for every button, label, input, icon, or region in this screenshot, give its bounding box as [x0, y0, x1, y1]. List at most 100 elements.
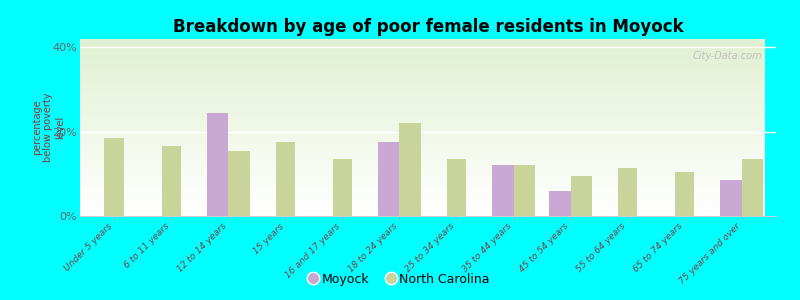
Bar	[80, 170, 765, 171]
Bar	[80, 62, 765, 63]
Bar	[80, 192, 765, 193]
Bar	[80, 75, 765, 76]
Bar	[80, 152, 765, 153]
Bar	[80, 143, 765, 144]
Bar	[80, 166, 765, 167]
Bar	[80, 183, 765, 184]
Bar	[80, 119, 765, 120]
Bar	[80, 148, 765, 149]
Bar	[80, 158, 765, 159]
Bar	[80, 42, 765, 43]
Bar	[80, 49, 765, 50]
Bar	[80, 130, 765, 131]
Bar	[80, 82, 765, 83]
Bar	[80, 137, 765, 138]
Bar	[80, 213, 765, 214]
Bar	[333, 159, 352, 216]
Bar	[378, 142, 399, 216]
Bar	[80, 94, 765, 95]
Bar	[80, 163, 765, 164]
Bar	[80, 118, 765, 119]
Bar	[80, 57, 765, 58]
Bar	[80, 84, 765, 85]
Bar	[80, 106, 765, 107]
Bar	[80, 122, 765, 123]
Bar	[80, 189, 765, 190]
Bar	[80, 72, 765, 73]
Bar	[105, 138, 124, 216]
Bar	[618, 167, 638, 216]
Bar	[80, 145, 765, 146]
Bar	[80, 205, 765, 206]
Bar	[80, 105, 765, 106]
Y-axis label: percentage
below poverty
level: percentage below poverty level	[32, 93, 65, 162]
Bar	[80, 77, 765, 78]
Bar	[80, 79, 765, 80]
Bar	[80, 85, 765, 86]
Bar	[80, 204, 765, 205]
Bar	[80, 100, 765, 101]
Bar	[80, 103, 765, 104]
Bar	[80, 155, 765, 156]
Bar	[80, 180, 765, 181]
Bar	[80, 89, 765, 90]
Bar	[206, 113, 228, 216]
Bar	[80, 108, 765, 109]
Bar	[80, 56, 765, 57]
Bar	[80, 109, 765, 110]
Bar	[228, 151, 250, 216]
Bar	[80, 53, 765, 54]
Bar	[80, 46, 765, 47]
Bar	[80, 209, 765, 210]
Bar	[80, 55, 765, 56]
Bar	[80, 199, 765, 200]
Bar	[80, 168, 765, 169]
Text: City-Data.com: City-Data.com	[693, 51, 762, 62]
Bar	[80, 150, 765, 151]
Bar	[492, 165, 514, 216]
Bar	[80, 52, 765, 53]
Bar	[80, 197, 765, 198]
Bar	[80, 129, 765, 130]
Bar	[80, 165, 765, 166]
Bar	[80, 92, 765, 93]
Bar	[80, 114, 765, 115]
Bar	[276, 142, 295, 216]
Bar	[80, 54, 765, 55]
Bar	[80, 201, 765, 202]
Bar	[80, 161, 765, 162]
Bar	[80, 50, 765, 51]
Bar	[80, 187, 765, 188]
Bar	[80, 191, 765, 192]
Bar	[80, 67, 765, 68]
Bar	[80, 194, 765, 195]
Bar	[80, 107, 765, 108]
Bar	[742, 159, 763, 216]
Bar	[80, 45, 765, 46]
Bar	[80, 111, 765, 112]
Bar	[80, 98, 765, 99]
Bar	[80, 40, 765, 41]
Bar	[80, 65, 765, 66]
Bar	[80, 123, 765, 124]
Bar	[80, 182, 765, 183]
Bar	[80, 151, 765, 152]
Bar	[80, 117, 765, 118]
Bar	[80, 206, 765, 207]
Bar	[80, 93, 765, 94]
Bar	[80, 70, 765, 71]
Bar	[80, 202, 765, 203]
Bar	[80, 136, 765, 137]
Bar	[80, 185, 765, 186]
Bar	[80, 157, 765, 158]
Bar	[80, 102, 765, 103]
Bar	[80, 110, 765, 111]
Bar	[80, 61, 765, 62]
Bar	[80, 121, 765, 122]
Bar	[675, 172, 694, 216]
Bar	[80, 146, 765, 147]
Bar	[80, 115, 765, 116]
Bar	[162, 146, 181, 216]
Bar	[80, 162, 765, 163]
Bar	[80, 156, 765, 157]
